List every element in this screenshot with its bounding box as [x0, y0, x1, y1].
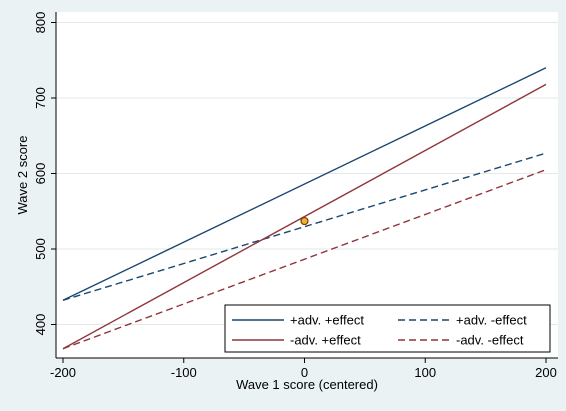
axes: 400 500 600 700 800 -200 -100 0 100 200	[33, 12, 558, 380]
x-tick-label: -100	[171, 365, 197, 380]
legend: +adv. +effect +adv. -effect -adv. +effect -…	[224, 304, 551, 353]
y-tick-label: 600	[33, 163, 48, 185]
legend-label: +adv. -effect	[456, 313, 527, 328]
legend-label: +adv. +effect	[290, 313, 364, 328]
legend-label: -adv. +effect	[290, 333, 361, 348]
series-line	[62, 67, 547, 301]
legend-box	[224, 304, 551, 353]
y-tick-label: 800	[33, 12, 48, 34]
series-line	[62, 83, 547, 350]
series-line	[62, 152, 547, 301]
series-line	[62, 169, 547, 350]
y-tick-label: 500	[33, 238, 48, 260]
points-group	[300, 216, 309, 226]
series-group	[62, 67, 547, 350]
plot-area	[56, 12, 558, 358]
x-tick-label: 0	[301, 365, 308, 380]
x-tick-label: 100	[414, 365, 436, 380]
x-axis-label: Wave 1 score (centered)	[236, 377, 378, 392]
y-axis-label: Wave 2 score	[15, 136, 30, 215]
x-tick-label: -200	[50, 365, 76, 380]
data-point	[300, 216, 309, 226]
x-tick-label: 200	[535, 365, 557, 380]
legend-label: -adv. -effect	[456, 333, 524, 348]
y-tick-label: 700	[33, 87, 48, 109]
y-tick-label: 400	[33, 314, 48, 336]
